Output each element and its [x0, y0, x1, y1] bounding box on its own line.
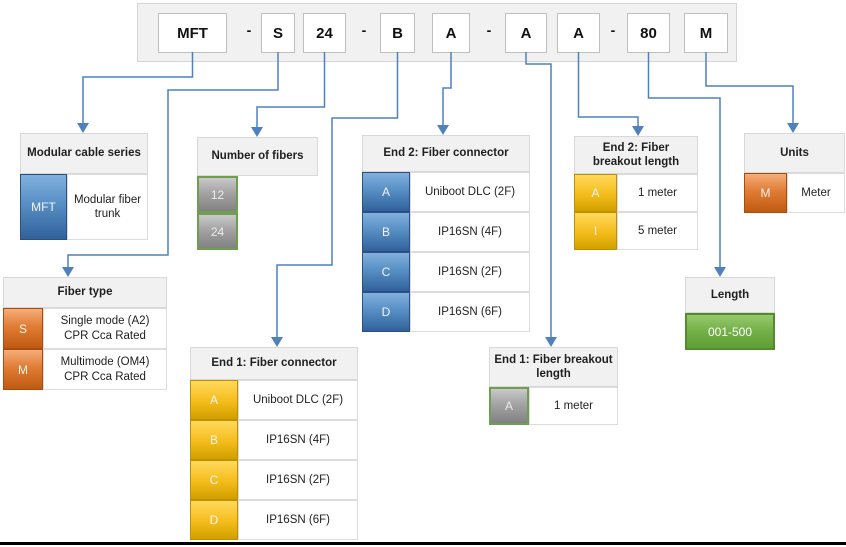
desc-cell: Uniboot DLC (2F) [238, 380, 358, 420]
code-segment-end2-breakout: A [557, 13, 600, 53]
end1-breakout-length-table: End 1: Fiber breakout length A 1 meter [489, 347, 618, 425]
table-title: Length [685, 277, 775, 313]
arrowhead [62, 267, 74, 277]
table-row: A Uniboot DLC (2F) [362, 172, 530, 212]
bottom-border-line [0, 542, 846, 545]
code-cell: M [744, 173, 787, 213]
desc-cell: 5 meter [617, 212, 698, 250]
desc-cell: IP16SN (6F) [238, 500, 358, 540]
desc-cell: 1 meter [617, 174, 698, 212]
desc-cell: Single mode (A2) CPR Cca Rated [43, 308, 167, 349]
table-row: I 5 meter [574, 212, 698, 250]
desc-cell: IP16SN (4F) [238, 420, 358, 460]
wire-end2-conn [442, 52, 452, 126]
code-cell: 24 [197, 213, 238, 250]
code-cell: I [574, 212, 617, 250]
table-row: 24 [197, 213, 318, 250]
code-cell: A [574, 174, 617, 212]
table-row: C IP16SN (2F) [190, 460, 358, 500]
modular-cable-series-table: Modular cable series MFT Modular fiber t… [20, 133, 148, 240]
code-separator: - [361, 22, 367, 38]
code-segment-units: M [684, 13, 728, 53]
table-title: End 2: Fiber connector [362, 135, 530, 172]
code-segment-series: MFT [158, 13, 227, 53]
code-segment-end1-breakout: A [505, 13, 547, 53]
table-title: End 2: Fiber breakout length [574, 136, 698, 174]
code-cell: C [362, 252, 410, 292]
code-cell: C [190, 460, 238, 500]
desc-cell: IP16SN (6F) [410, 292, 530, 332]
code-cell: D [362, 292, 410, 332]
code-segment-fiber-count: 24 [303, 13, 346, 53]
table-row: B IP16SN (4F) [190, 420, 358, 460]
table-title: End 1: Fiber breakout length [489, 347, 618, 387]
length-table: Length 001-500 [685, 277, 775, 350]
desc-cell: Modular fiber trunk [67, 174, 148, 240]
table-title: Units [744, 133, 845, 173]
table-row: A Uniboot DLC (2F) [190, 380, 358, 420]
units-table: Units M Meter [744, 133, 845, 213]
desc-cell: IP16SN (2F) [410, 252, 530, 292]
desc-cell: IP16SN (4F) [410, 212, 530, 252]
end2-breakout-length-table: End 2: Fiber breakout length A 1 meter I… [574, 136, 698, 250]
code-separator: - [246, 22, 252, 38]
table-row: C IP16SN (2F) [362, 252, 530, 292]
table-row: D IP16SN (6F) [190, 500, 358, 540]
code-segment-end2-conn: A [432, 13, 470, 53]
code-cell: D [190, 500, 238, 540]
code-segment-fiber-type: S [261, 13, 295, 53]
arrowhead [714, 267, 726, 277]
code-cell: A [190, 380, 238, 420]
code-segment-length: 80 [627, 13, 670, 53]
code-cell: B [190, 420, 238, 460]
table-row: 001-500 [685, 313, 775, 350]
desc-cell: Meter [787, 173, 845, 213]
wire-units [705, 52, 794, 124]
wire-fiber-count [256, 52, 326, 128]
arrowhead [271, 337, 283, 347]
end1-fiber-connector-table: End 1: Fiber connector A Uniboot DLC (2F… [190, 347, 358, 540]
code-cell: MFT [20, 174, 67, 240]
code-cell: B [362, 212, 410, 252]
length-range-cell: 001-500 [685, 313, 775, 350]
code-segment-end1-conn: B [380, 13, 415, 53]
arrowhead [437, 125, 449, 135]
desc-cell: IP16SN (2F) [238, 460, 358, 500]
table-row: MFT Modular fiber trunk [20, 174, 148, 240]
table-row: B IP16SN (4F) [362, 212, 530, 252]
code-cell: A [362, 172, 410, 212]
fiber-type-table: Fiber type S Single mode (A2) CPR Cca Ra… [3, 277, 167, 390]
desc-cell: Uniboot DLC (2F) [410, 172, 530, 212]
arrowhead [787, 123, 799, 133]
table-title: Number of fibers [197, 137, 318, 176]
arrowhead [632, 126, 644, 136]
table-title: Modular cable series [20, 133, 148, 174]
wire-end2-breakout [577, 52, 639, 127]
table-title: End 1: Fiber connector [190, 347, 358, 380]
wire-series [82, 52, 194, 124]
table-row: M Meter [744, 173, 845, 213]
code-cell: S [3, 308, 43, 349]
table-row: S Single mode (A2) CPR Cca Rated [3, 308, 167, 349]
table-row: M Multimode (OM4) CPR Cca Rated [3, 349, 167, 390]
desc-cell: 1 meter [529, 387, 618, 425]
desc-cell: Multimode (OM4) CPR Cca Rated [43, 349, 167, 390]
table-row: D IP16SN (6F) [362, 292, 530, 332]
end2-fiber-connector-table: End 2: Fiber connector A Uniboot DLC (2F… [362, 135, 530, 332]
table-row: 12 [197, 176, 318, 213]
code-cell: M [3, 349, 43, 390]
code-separator: - [486, 22, 492, 38]
code-cell: 12 [197, 176, 238, 213]
table-row: A 1 meter [574, 174, 698, 212]
arrowhead [545, 337, 557, 347]
code-separator: - [610, 22, 616, 38]
table-title: Fiber type [3, 277, 167, 308]
code-cell: A [489, 387, 529, 425]
table-row: A 1 meter [489, 387, 618, 425]
number-of-fibers-table: Number of fibers 12 24 [197, 137, 318, 250]
arrowhead [77, 123, 89, 133]
arrowhead [251, 127, 263, 137]
